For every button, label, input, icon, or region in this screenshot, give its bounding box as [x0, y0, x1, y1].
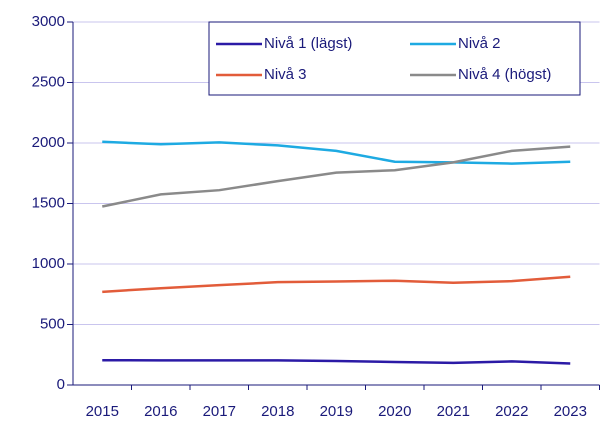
- series-line: [102, 140, 571, 165]
- y-tick-label: 3000: [32, 13, 65, 30]
- x-tick-label: 2015: [86, 403, 119, 420]
- x-tick-label: 2023: [554, 403, 587, 420]
- x-tick-label: 2020: [378, 403, 411, 420]
- series-line: [102, 358, 571, 365]
- x-tick-label: 2017: [203, 403, 236, 420]
- x-tick-label: 2016: [144, 403, 177, 420]
- x-tick-label: 2021: [437, 403, 470, 420]
- x-tick-label: 2022: [495, 403, 528, 420]
- y-tick-label: 1000: [32, 255, 65, 272]
- legend-label: Nivå 4 (högst): [458, 66, 551, 83]
- x-tick-label: 2019: [320, 403, 353, 420]
- legend-label: Nivå 3: [264, 66, 307, 83]
- legend-label: Nivå 1 (lägst): [264, 35, 352, 52]
- y-tick-label: 2000: [32, 134, 65, 151]
- y-tick-label: 1500: [32, 194, 65, 211]
- legend-label: Nivå 2: [458, 35, 501, 52]
- y-tick-label: 2500: [32, 73, 65, 90]
- x-tick-label: 2018: [261, 403, 294, 420]
- legend-box: [208, 21, 581, 96]
- series-line: [101, 145, 571, 208]
- series-line: [102, 275, 571, 294]
- y-tick-label: 500: [40, 315, 65, 332]
- y-tick-label: 0: [57, 376, 65, 393]
